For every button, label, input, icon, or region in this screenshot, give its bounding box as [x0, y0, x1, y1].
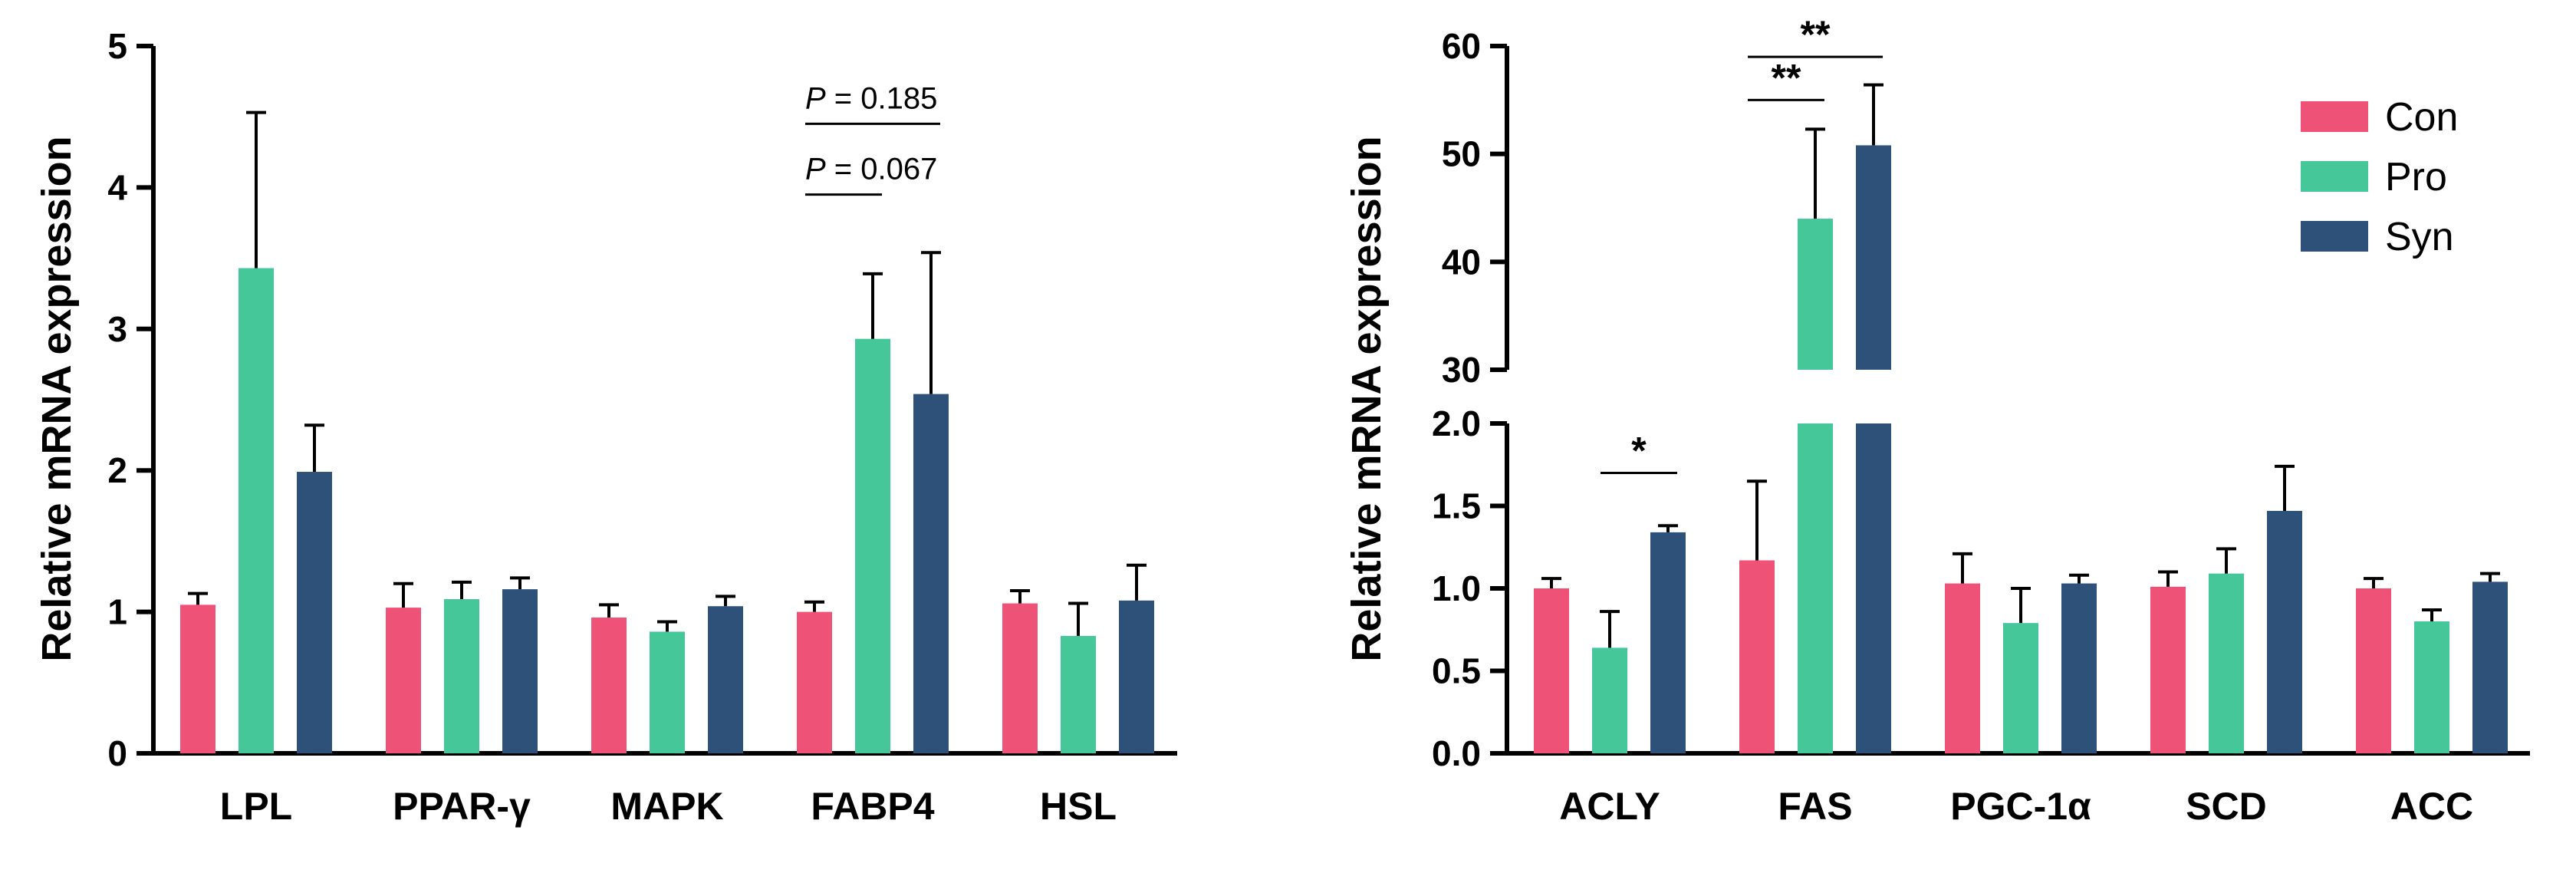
legend-label-pro: Pro — [2385, 155, 2447, 199]
category-label-acc: ACC — [2390, 785, 2473, 828]
p-value-annotation: P = 0.185 — [805, 81, 937, 115]
legend: Con Pro Syn — [2301, 95, 2458, 259]
bar-fas-syn-upper — [1856, 145, 1891, 370]
right-y-tick-label: 1.0 — [1432, 568, 1481, 608]
left-y-tick-label: 3 — [107, 309, 127, 349]
p-value-annotation: P = 0.067 — [805, 153, 937, 186]
category-label-acly: ACLY — [1559, 785, 1660, 828]
category-label-fabp4: FABP4 — [811, 785, 934, 828]
left-y-tick-label: 1 — [107, 592, 127, 632]
right-y-tick-label: 40 — [1442, 242, 1481, 282]
bar-acc-con — [2356, 588, 2391, 753]
right-y-tick-label: 30 — [1442, 350, 1481, 390]
left-chart: Relative mRNA expression 0 1 2 3 4 5 LPL PPAR-… — [34, 26, 1177, 828]
bar-acly-pro — [1592, 647, 1627, 753]
category-label-hsl: HSL — [1040, 785, 1117, 828]
bar-fas-pro-lower — [1798, 423, 1833, 753]
bar-acc-pro — [2414, 621, 2449, 753]
legend-label-syn: Syn — [2385, 215, 2454, 259]
bar-fas-syn-lower — [1856, 423, 1891, 753]
category-label-scd: SCD — [2186, 785, 2267, 828]
category-label-pgc-1: PGC-1α — [1950, 785, 2091, 828]
right-chart: Relative mRNA expression 0.0 0.5 1.0 1.5 2.0… — [1344, 13, 2530, 828]
significance-marker: ** — [1772, 56, 1801, 99]
bar-hsl-con — [1002, 603, 1038, 753]
legend-swatch-syn — [2301, 221, 2368, 252]
bar-mapk-con — [591, 617, 627, 753]
bar-pgc-1-syn — [2061, 583, 2097, 753]
bar-fabp4-syn — [913, 394, 949, 753]
bar-fabp4-pro — [855, 338, 890, 753]
bar-pgc-1-con — [1945, 583, 1980, 753]
bar-ppar-con — [386, 608, 421, 753]
bar-fas-con — [1739, 560, 1775, 753]
significance-marker: ** — [1801, 13, 1831, 56]
right-y-tick-label: 1.5 — [1432, 486, 1481, 526]
legend-swatch-pro — [2301, 161, 2368, 192]
bar-ppar-pro — [444, 599, 479, 753]
bar-hsl-syn — [1119, 600, 1154, 753]
category-label-fas: FAS — [1778, 785, 1852, 828]
bar-mapk-syn — [708, 606, 743, 753]
right-y-tick-label: 2.0 — [1432, 404, 1481, 443]
right-y-tick-label: 0.5 — [1432, 651, 1481, 691]
category-label-lpl: LPL — [220, 785, 292, 828]
bar-pgc-1-pro — [2003, 623, 2038, 753]
left-y-tick-label: 5 — [107, 26, 127, 66]
bar-scd-syn — [2267, 510, 2302, 753]
bar-scd-pro — [2209, 573, 2244, 753]
bar-scd-con — [2150, 586, 2186, 753]
bar-fas-pro-upper — [1798, 219, 1833, 370]
bar-mapk-pro — [650, 631, 685, 753]
bar-hsl-pro — [1061, 635, 1096, 753]
significance-marker: * — [1631, 430, 1647, 473]
category-label-ppar: PPAR-γ — [393, 785, 531, 828]
right-y-axis-label: Relative mRNA expression — [1344, 136, 1390, 661]
right-y-tick-label: 0.0 — [1432, 733, 1481, 773]
bar-lpl-con — [180, 605, 215, 753]
left-y-tick-label: 2 — [107, 450, 127, 490]
left-y-axis-label: Relative mRNA expression — [34, 136, 80, 661]
bar-ppar-syn — [502, 589, 538, 753]
left-y-tick-label: 0 — [107, 733, 127, 773]
right-y-tick-label: 60 — [1442, 26, 1481, 66]
bar-acc-syn — [2472, 581, 2508, 753]
legend-label-con: Con — [2385, 95, 2458, 140]
category-label-mapk: MAPK — [610, 785, 723, 828]
bar-lpl-pro — [239, 268, 274, 753]
right-y-tick-label: 50 — [1442, 134, 1481, 174]
bar-fabp4-con — [797, 611, 832, 753]
legend-swatch-con — [2301, 101, 2368, 132]
left-y-tick-label: 4 — [107, 167, 127, 207]
bar-acly-syn — [1650, 532, 1686, 753]
bar-lpl-syn — [297, 472, 332, 753]
bar-acly-con — [1534, 588, 1569, 753]
